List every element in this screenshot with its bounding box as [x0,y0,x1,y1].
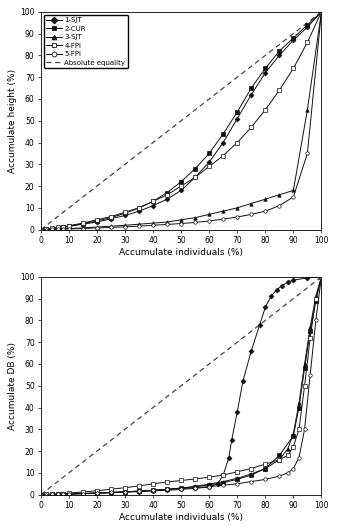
Y-axis label: Accumulate height (%): Accumulate height (%) [8,69,17,173]
X-axis label: Accumulate individuals (%): Accumulate individuals (%) [119,248,243,257]
X-axis label: Accumulate individuals (%): Accumulate individuals (%) [119,513,243,522]
Legend: 1-SJT, 2-CUR, 3-SJT, 4-FPI, 5-FPI, Absolute equality: 1-SJT, 2-CUR, 3-SJT, 4-FPI, 5-FPI, Absol… [43,15,128,68]
Y-axis label: Accumulate DB (%): Accumulate DB (%) [8,342,17,430]
